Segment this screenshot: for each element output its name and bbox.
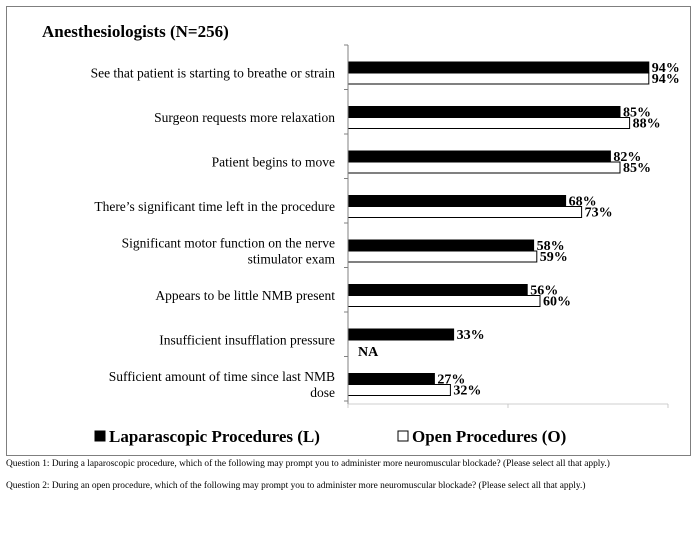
legend-swatch xyxy=(397,430,409,442)
data-label: 56% xyxy=(530,284,558,299)
bar-open xyxy=(347,117,631,129)
category-label: Appears to be little NMB present xyxy=(155,288,335,303)
category-label: Surgeon requests more relaxation xyxy=(154,110,335,125)
bar-open xyxy=(347,250,538,263)
legend-label: Open Procedures (O) xyxy=(412,427,566,446)
bar-laparoscopic xyxy=(347,328,455,341)
bar-laparoscopic xyxy=(347,106,621,118)
data-label: 73% xyxy=(585,206,613,221)
bar-open xyxy=(347,161,621,174)
bar-open xyxy=(347,206,583,218)
bar-open xyxy=(347,72,650,85)
legend: Laparascopic Procedures (L) Open Procedur… xyxy=(94,427,566,446)
legend-label: Laparascopic Procedures (L) xyxy=(109,427,320,446)
category-label: There’s significant time left in the pro… xyxy=(94,199,335,214)
category-label: Significant motor function on the nerve s… xyxy=(122,236,336,267)
chart-title: Anesthesiologists (N=256) xyxy=(42,22,229,41)
data-label: 68% xyxy=(569,195,597,210)
data-label: 94% xyxy=(652,61,680,76)
bar-laparoscopic xyxy=(347,373,435,385)
data-label: 82% xyxy=(613,150,641,165)
data-label: NA xyxy=(358,345,379,360)
data-label: 85% xyxy=(623,161,651,176)
bar-laparoscopic xyxy=(347,284,528,296)
data-label: 94% xyxy=(652,72,680,87)
category-label: Patient begins to move xyxy=(212,155,335,170)
category-label: See that patient is starting to breathe … xyxy=(91,66,336,81)
data-label: 60% xyxy=(543,295,571,310)
bar-open xyxy=(347,384,451,396)
bar-laparoscopic xyxy=(347,150,611,163)
legend-swatch xyxy=(94,430,106,442)
data-label: 27% xyxy=(437,373,465,388)
footnote-question-1: Question 1: During a laparoscopic proced… xyxy=(6,459,610,469)
data-label: 88% xyxy=(633,117,661,132)
bar-laparoscopic xyxy=(347,195,567,207)
footnote-question-2: Question 2: During an open procedure, wh… xyxy=(6,481,586,491)
data-label: 58% xyxy=(537,239,565,254)
bar-laparoscopic xyxy=(347,61,650,74)
data-label: 85% xyxy=(623,106,651,121)
bar-laparoscopic xyxy=(347,239,535,252)
category-label: Insufficient insufflation pressure xyxy=(159,333,335,348)
category-label: Sufficient amount of time since last NMB… xyxy=(109,369,335,400)
data-label: 33% xyxy=(457,328,485,343)
bar-open xyxy=(347,295,541,307)
bar-chart: Anesthesiologists (N=256) 94%94%85%88%82… xyxy=(42,22,680,446)
data-label: 59% xyxy=(540,250,568,265)
chart-frame xyxy=(6,6,691,456)
data-label: 32% xyxy=(453,384,481,399)
